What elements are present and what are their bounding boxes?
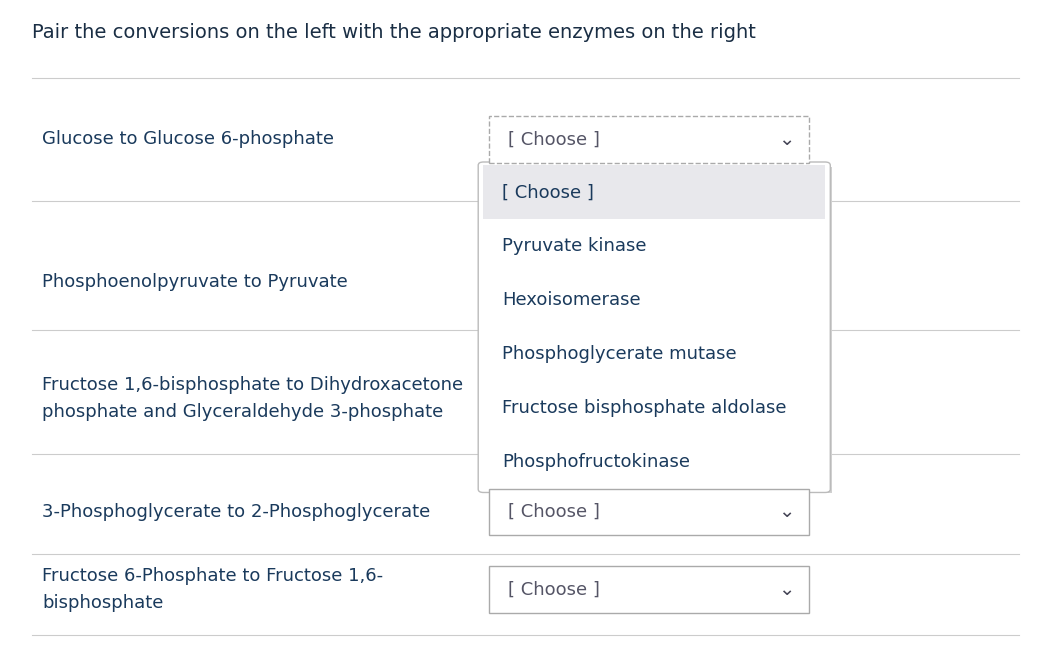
- Text: Phosphofructokinase: Phosphofructokinase: [502, 453, 691, 471]
- Text: ⌄: ⌄: [778, 502, 795, 522]
- Bar: [483, 165, 825, 219]
- Text: Phosphoglycerate mutase: Phosphoglycerate mutase: [502, 345, 737, 364]
- Text: [ Choose ]: [ Choose ]: [508, 581, 599, 599]
- Text: [ Choose ]: [ Choose ]: [508, 130, 599, 148]
- Text: [ Choose ]: [ Choose ]: [508, 503, 599, 521]
- Text: Fructose 6-Phosphate to Fructose 1,6-
bisphosphate: Fructose 6-Phosphate to Fructose 1,6- bi…: [42, 568, 384, 612]
- Text: Fructose bisphosphate aldolase: Fructose bisphosphate aldolase: [502, 399, 787, 417]
- Text: ⌄: ⌄: [778, 130, 795, 149]
- FancyBboxPatch shape: [489, 566, 809, 613]
- Text: Pyruvate kinase: Pyruvate kinase: [502, 237, 646, 255]
- Text: Glucose to Glucose 6-phosphate: Glucose to Glucose 6-phosphate: [42, 130, 334, 148]
- FancyBboxPatch shape: [478, 162, 830, 492]
- FancyBboxPatch shape: [489, 489, 809, 535]
- Text: Hexoisomerase: Hexoisomerase: [502, 291, 641, 309]
- Text: Pair the conversions on the left with the appropriate enzymes on the right: Pair the conversions on the left with th…: [32, 23, 756, 41]
- Text: [ Choose ]: [ Choose ]: [502, 183, 594, 202]
- Bar: [488, 167, 832, 493]
- Text: Fructose 1,6-bisphosphate to Dihydroxacetone
phosphate and Glyceraldehyde 3-phos: Fructose 1,6-bisphosphate to Dihydroxace…: [42, 376, 463, 421]
- FancyBboxPatch shape: [489, 116, 809, 163]
- Text: 3-Phosphoglycerate to 2-Phosphoglycerate: 3-Phosphoglycerate to 2-Phosphoglycerate: [42, 503, 430, 521]
- Text: ⌄: ⌄: [778, 580, 795, 599]
- Text: Phosphoenolpyruvate to Pyruvate: Phosphoenolpyruvate to Pyruvate: [42, 273, 348, 291]
